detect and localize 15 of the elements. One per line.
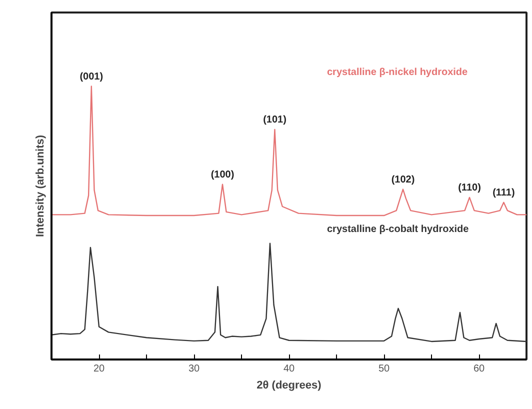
annotation: (100): [210, 169, 234, 180]
annotation: (001): [80, 71, 104, 82]
annotation: (111): [492, 187, 515, 198]
x-tick-label: 60: [473, 364, 485, 374]
annotation: (110): [458, 182, 481, 194]
x-tick-label: 20: [93, 364, 105, 374]
y-axis-title: Intensity (arb.units): [34, 134, 46, 238]
x-tick-label: 30: [188, 364, 200, 374]
x-tick-label: 40: [283, 364, 295, 374]
text: crystalline β-cobalt hydroxide: [327, 224, 470, 236]
text: crystalline β-nickel hydroxide: [327, 67, 468, 78]
annotation: (101): [263, 114, 286, 126]
annotation: (102): [391, 174, 415, 186]
x-axis-title: 2θ (degrees): [256, 380, 322, 392]
x-tick-label: 50: [378, 364, 390, 374]
